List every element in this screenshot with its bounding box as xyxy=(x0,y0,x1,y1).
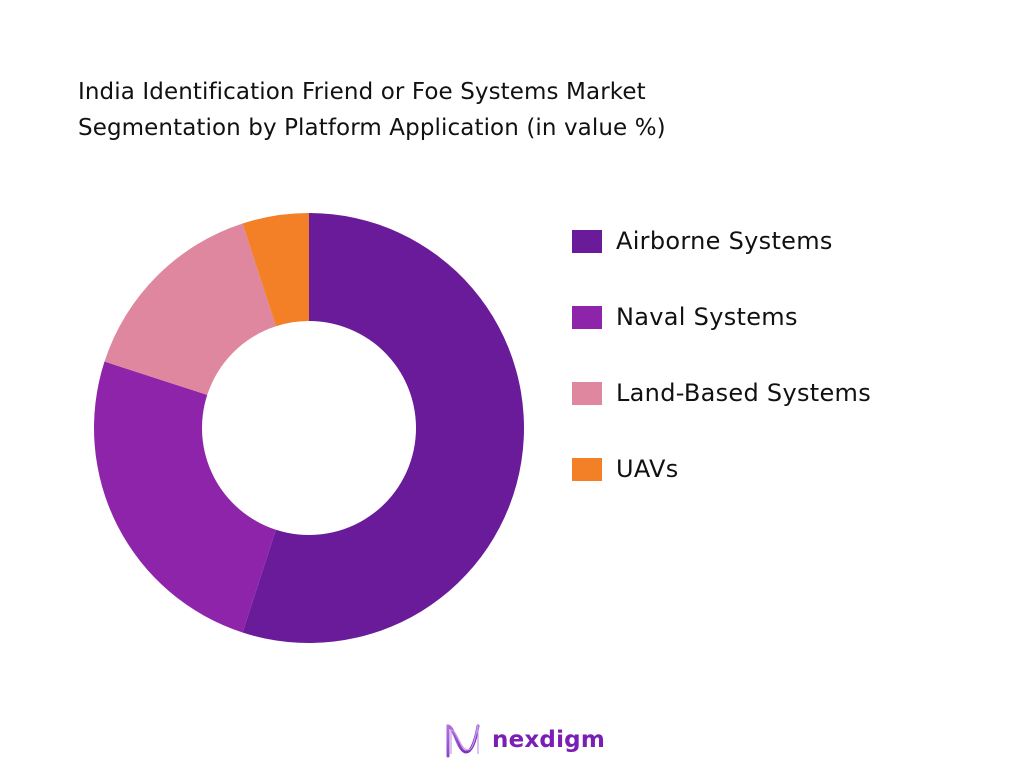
legend-label: Land-Based Systems xyxy=(616,379,872,407)
legend-item-land-based: Land-Based Systems xyxy=(572,374,871,412)
legend-swatch-uavs xyxy=(572,457,602,481)
donut-segment-uavs xyxy=(242,213,309,327)
legend-swatch-naval xyxy=(572,305,602,329)
legend-label: Airborne Systems xyxy=(616,227,833,255)
chart-title-line-2: Segmentation by Platform Application (in… xyxy=(78,115,666,141)
legend-item-airborne: Airborne Systems xyxy=(572,222,871,260)
legend-label: UAVs xyxy=(616,455,679,483)
legend-swatch-land-based xyxy=(572,381,602,405)
brand-name: nexdigm xyxy=(492,727,605,753)
nexdigm-wave-icon xyxy=(446,723,480,758)
legend-item-uavs: UAVs xyxy=(572,450,871,488)
chart-title: India Identification Friend or Foe Syste… xyxy=(78,74,838,146)
donut-segment-land-based xyxy=(104,223,276,395)
chart-title-line-1: India Identification Friend or Foe Syste… xyxy=(78,79,646,105)
legend-item-naval: Naval Systems xyxy=(572,298,871,336)
donut-segment-naval xyxy=(93,361,276,633)
legend-swatch-airborne xyxy=(572,229,602,253)
chart-legend: Airborne Systems Naval Systems Land-Base… xyxy=(572,222,871,526)
donut-segment-airborne xyxy=(242,213,524,643)
nexdigm-logo: nexdigm xyxy=(444,722,605,758)
legend-label: Naval Systems xyxy=(616,303,798,331)
